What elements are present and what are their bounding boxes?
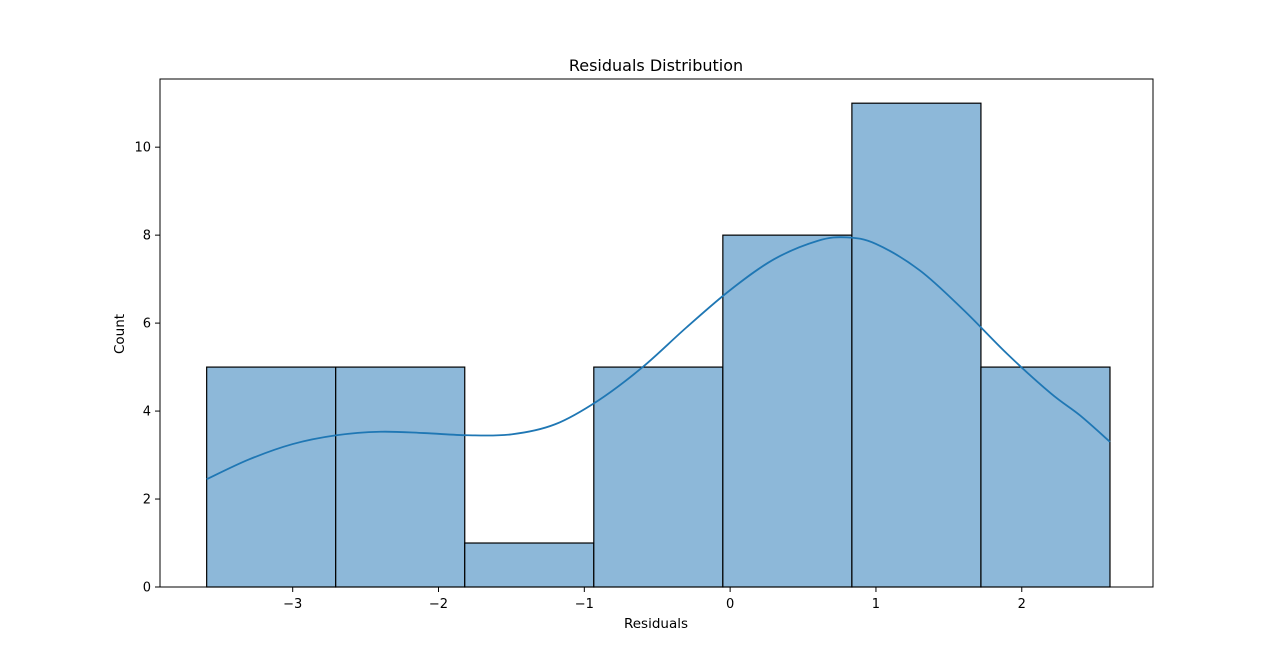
histogram-bar <box>851 102 982 588</box>
histogram-bar <box>206 366 337 588</box>
x-tick-label: 0 <box>726 597 734 612</box>
y-tick-label: 0 <box>143 581 151 596</box>
y-tick-label: 6 <box>143 317 151 332</box>
y-axis-title: Count <box>112 314 128 354</box>
histogram-bar <box>722 234 853 588</box>
x-tick-label: 2 <box>1018 597 1026 612</box>
kde-curve-line <box>206 236 1111 481</box>
kde-curve-group <box>206 236 1111 481</box>
y-tick-label: 2 <box>143 493 151 508</box>
x-axis-ticks: −3 −2 −1 0 1 2 <box>283 587 1026 612</box>
histogram-bars <box>206 102 1111 588</box>
y-axis-ticks: 0 2 4 6 8 10 <box>134 141 160 596</box>
y-tick-label: 10 <box>134 141 151 156</box>
histogram-bar <box>980 366 1111 588</box>
x-tick-label: −2 <box>429 597 448 612</box>
x-tick-label: −3 <box>283 597 302 612</box>
y-tick-label: 4 <box>143 405 151 420</box>
histogram-bar <box>464 542 595 588</box>
chart-title: Residuals Distribution <box>569 56 743 75</box>
x-axis-title: Residuals <box>624 616 688 632</box>
x-tick-label: 1 <box>872 597 880 612</box>
y-tick-label: 8 <box>143 229 151 244</box>
plot-area-frame <box>159 78 1154 588</box>
histogram-bar <box>335 366 466 588</box>
histogram-bar <box>593 366 724 588</box>
x-tick-label: −1 <box>575 597 594 612</box>
